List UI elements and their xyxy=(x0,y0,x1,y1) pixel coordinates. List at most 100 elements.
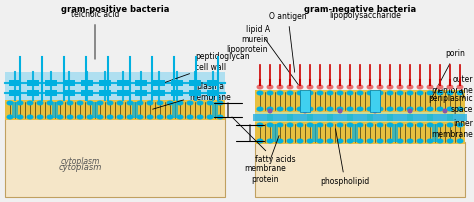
Ellipse shape xyxy=(317,84,323,89)
Ellipse shape xyxy=(396,90,403,96)
Text: gram-negative bacteria: gram-negative bacteria xyxy=(304,5,416,14)
Ellipse shape xyxy=(366,106,374,112)
Ellipse shape xyxy=(286,84,293,89)
Ellipse shape xyxy=(437,84,444,89)
Ellipse shape xyxy=(256,139,264,143)
Ellipse shape xyxy=(346,106,354,112)
Bar xyxy=(353,114,367,121)
Bar xyxy=(9,90,21,96)
Bar xyxy=(92,102,98,118)
Text: teichoic acid: teichoic acid xyxy=(71,10,119,59)
Ellipse shape xyxy=(417,139,423,143)
Bar xyxy=(12,102,18,118)
Ellipse shape xyxy=(27,115,34,120)
Bar xyxy=(135,80,147,86)
Ellipse shape xyxy=(97,101,103,105)
Ellipse shape xyxy=(186,101,193,105)
Bar xyxy=(255,90,465,112)
Ellipse shape xyxy=(386,122,393,127)
Ellipse shape xyxy=(7,101,13,105)
Ellipse shape xyxy=(437,106,444,112)
Ellipse shape xyxy=(276,122,283,127)
Ellipse shape xyxy=(337,84,344,89)
Ellipse shape xyxy=(217,101,224,105)
Ellipse shape xyxy=(356,106,364,112)
Ellipse shape xyxy=(417,90,423,96)
Ellipse shape xyxy=(207,101,213,105)
Ellipse shape xyxy=(337,139,344,143)
Text: peptidoglycan
cell wall: peptidoglycan cell wall xyxy=(158,52,250,85)
Ellipse shape xyxy=(407,122,413,127)
Text: lipopolysaccharide: lipopolysaccharide xyxy=(329,11,401,20)
Ellipse shape xyxy=(317,139,323,143)
Ellipse shape xyxy=(286,90,293,96)
Ellipse shape xyxy=(327,139,334,143)
Ellipse shape xyxy=(346,139,354,143)
Text: murein: murein xyxy=(241,35,268,43)
Ellipse shape xyxy=(376,84,383,89)
Ellipse shape xyxy=(427,106,434,112)
Text: inner
membrane: inner membrane xyxy=(431,119,473,139)
Bar xyxy=(189,80,201,86)
Bar xyxy=(312,124,318,142)
Bar xyxy=(273,114,287,121)
Ellipse shape xyxy=(297,106,303,112)
Ellipse shape xyxy=(276,106,283,112)
Ellipse shape xyxy=(76,101,83,105)
Text: membrane
protein: membrane protein xyxy=(244,136,286,184)
Bar xyxy=(117,90,129,96)
Ellipse shape xyxy=(86,115,93,120)
Ellipse shape xyxy=(197,101,203,105)
Text: phospholipid: phospholipid xyxy=(320,129,370,186)
Ellipse shape xyxy=(317,122,323,127)
Bar xyxy=(5,72,225,100)
Ellipse shape xyxy=(307,139,313,143)
Text: lipid A: lipid A xyxy=(246,24,298,85)
Ellipse shape xyxy=(356,139,364,143)
Ellipse shape xyxy=(266,106,273,112)
Bar xyxy=(171,90,183,96)
Ellipse shape xyxy=(346,122,354,127)
Ellipse shape xyxy=(346,90,354,96)
Ellipse shape xyxy=(27,101,34,105)
Ellipse shape xyxy=(286,139,293,143)
Bar xyxy=(352,124,358,142)
Text: gram-positive bacteria: gram-positive bacteria xyxy=(61,5,169,14)
Ellipse shape xyxy=(417,106,423,112)
Ellipse shape xyxy=(307,122,313,127)
Ellipse shape xyxy=(56,115,64,120)
Ellipse shape xyxy=(256,106,264,112)
Ellipse shape xyxy=(417,122,423,127)
Bar xyxy=(313,114,327,121)
Bar xyxy=(255,142,465,197)
Ellipse shape xyxy=(327,90,334,96)
Ellipse shape xyxy=(396,139,403,143)
Bar xyxy=(253,114,267,121)
Bar xyxy=(373,114,387,121)
Ellipse shape xyxy=(356,90,364,96)
Bar xyxy=(453,114,467,121)
Ellipse shape xyxy=(256,84,264,89)
Ellipse shape xyxy=(297,90,303,96)
Bar xyxy=(99,90,111,96)
Ellipse shape xyxy=(437,139,444,143)
Ellipse shape xyxy=(366,90,374,96)
Bar xyxy=(45,90,57,96)
Ellipse shape xyxy=(166,101,173,105)
Ellipse shape xyxy=(386,90,393,96)
Ellipse shape xyxy=(327,106,334,112)
Ellipse shape xyxy=(456,84,464,89)
Ellipse shape xyxy=(266,139,273,143)
Ellipse shape xyxy=(317,106,323,112)
Ellipse shape xyxy=(456,106,464,112)
Ellipse shape xyxy=(447,139,454,143)
Ellipse shape xyxy=(107,101,113,105)
Ellipse shape xyxy=(307,84,313,89)
Ellipse shape xyxy=(337,106,344,112)
Ellipse shape xyxy=(36,115,44,120)
Circle shape xyxy=(337,108,343,114)
Ellipse shape xyxy=(276,139,283,143)
Ellipse shape xyxy=(256,122,264,127)
Bar xyxy=(300,90,310,112)
Ellipse shape xyxy=(366,139,374,143)
